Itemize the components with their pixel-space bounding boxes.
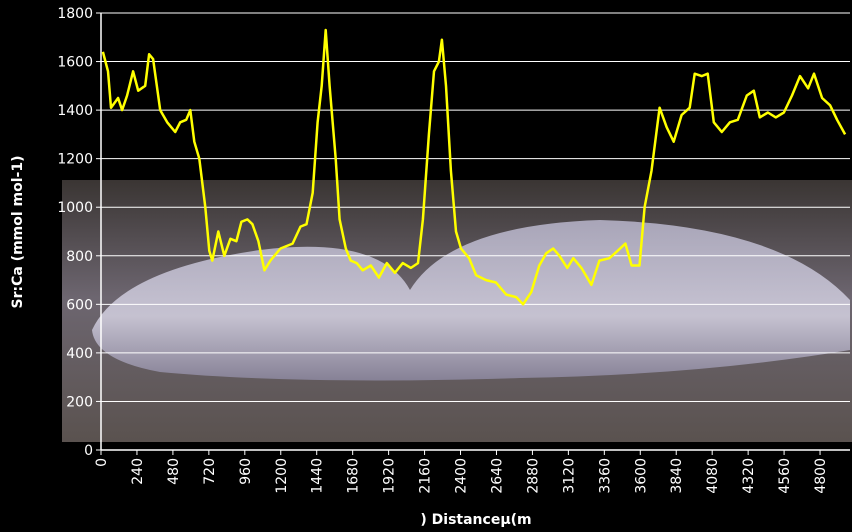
x-tick-label: 0 [94,458,110,467]
y-tick-label: 600 [66,297,93,313]
x-tick-label: 480 [166,458,182,485]
x-tick-label: 1920 [382,458,398,494]
y-tick-label: 1400 [57,103,93,119]
y-tick-label: 1200 [57,152,93,168]
x-tick-label: 2400 [454,458,470,494]
y-tick-label: 400 [66,346,93,362]
y-tick-label: 0 [84,443,93,459]
x-tick-label: 960 [238,458,254,485]
x-tick-label: 3600 [633,458,649,494]
x-tick-label: 2160 [418,458,434,494]
x-tick-label: 1680 [346,458,362,494]
otolith-photo [92,220,850,381]
data-line [101,28,847,306]
x-tick-label: 720 [202,458,218,485]
x-tick-label: 3360 [597,458,613,494]
y-tick-label: 1000 [57,200,93,216]
x-tick-label: 4080 [705,458,721,494]
x-tick-label: 1440 [310,458,326,494]
y-tick-label: 1600 [57,55,93,71]
x-tick-label: 240 [130,458,146,485]
x-axis-label: ) Distanceμ(m [420,512,531,528]
y-tick-label: 800 [66,249,93,265]
x-tick-label: 4320 [741,458,757,494]
x-tick-label: 4560 [777,458,793,494]
y-axis-label: Sr:Ca (mmol mol-1) [10,155,26,308]
x-tick-label: 2880 [525,458,541,494]
x-tick-label: 3120 [561,458,577,494]
x-tick-label: 4800 [813,458,829,494]
y-tick-label: 200 [66,394,93,410]
y-tick-label: 1800 [57,6,93,22]
x-tick-label: 1200 [274,458,290,494]
x-tick-label: 3840 [669,458,685,494]
x-tick-label: 2640 [489,458,505,494]
